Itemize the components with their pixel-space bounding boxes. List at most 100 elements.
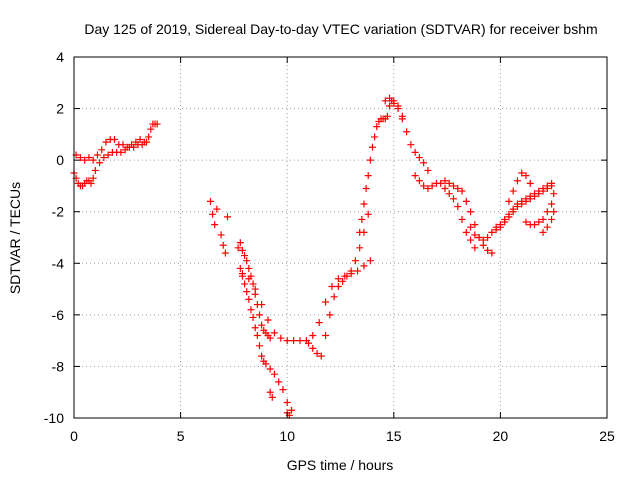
x-axis-label: GPS time / hours: [287, 457, 394, 473]
data-point: [128, 141, 136, 149]
data-point: [488, 249, 496, 257]
data-point: [322, 298, 330, 306]
data-point: [290, 337, 298, 345]
data-point: [253, 331, 261, 339]
data-point: [398, 115, 406, 123]
data-point: [117, 148, 125, 156]
data-point: [249, 313, 257, 321]
data-point: [91, 166, 99, 174]
data-point: [526, 195, 534, 203]
data-point: [505, 197, 513, 205]
data-point: [305, 339, 313, 347]
data-point: [243, 288, 251, 296]
data-point: [315, 319, 323, 327]
data-point: [441, 177, 449, 185]
data-point: [119, 141, 127, 149]
y-tick-label: -10: [44, 410, 64, 426]
data-point: [394, 102, 402, 110]
data-point: [454, 203, 462, 211]
data-point: [531, 221, 539, 229]
data-point: [153, 120, 161, 128]
data-point: [317, 352, 325, 360]
data-point: [458, 215, 466, 223]
data-point: [462, 228, 470, 236]
data-point: [236, 239, 244, 247]
data-point: [251, 324, 259, 332]
data-point: [383, 112, 391, 120]
data-point: [262, 360, 270, 368]
data-point: [209, 210, 217, 218]
data-point: [266, 334, 274, 342]
data-point: [420, 159, 428, 167]
data-point: [221, 249, 229, 257]
data-point: [449, 182, 457, 190]
data-point: [488, 228, 496, 236]
data-point: [343, 272, 351, 280]
y-tick-label: 2: [56, 101, 64, 117]
data-point: [437, 179, 445, 187]
data-point: [217, 231, 225, 239]
data-point: [245, 295, 253, 303]
data-point: [386, 102, 394, 110]
data-point: [543, 223, 551, 231]
data-point: [147, 125, 155, 133]
data-point: [411, 148, 419, 156]
data-point: [330, 293, 338, 301]
data-point: [415, 154, 423, 162]
data-point: [467, 236, 475, 244]
x-axis-tick-labels: 0 5 10 15 20 25: [70, 428, 615, 444]
data-point: [543, 185, 551, 193]
data-point: [123, 143, 131, 151]
data-point: [539, 228, 547, 236]
data-point: [211, 221, 219, 229]
data-point: [479, 236, 487, 244]
data-point: [102, 138, 110, 146]
data-point: [266, 388, 274, 396]
data-point: [247, 306, 255, 314]
data-point: [347, 267, 355, 275]
data-point: [458, 187, 466, 195]
data-point: [145, 133, 153, 141]
data-point: [89, 156, 97, 164]
data-point: [334, 275, 342, 283]
data-point: [535, 190, 543, 198]
data-point: [339, 277, 347, 285]
data-point: [475, 234, 483, 241]
data-point: [471, 231, 479, 239]
data-point: [275, 378, 283, 386]
data-point: [326, 311, 334, 319]
data-point: [526, 179, 534, 187]
chart-title: Day 125 of 2019, Sidereal Day-to-day VTE…: [84, 21, 597, 37]
data-point: [505, 213, 513, 221]
data-point: [98, 146, 106, 154]
data-point: [467, 223, 475, 231]
data-point: [249, 280, 257, 288]
x-tick-label: 20: [493, 428, 509, 444]
data-point: [140, 138, 148, 146]
data-point: [373, 123, 381, 131]
y-axis-tick-labels: -10 -8 -6 -4 -2 0 2 4: [44, 49, 64, 426]
data-point: [362, 185, 370, 193]
data-point: [136, 136, 144, 144]
data-point: [366, 257, 374, 265]
data-point: [386, 94, 394, 102]
data-point: [264, 316, 272, 324]
data-point: [548, 182, 556, 190]
data-point: [245, 264, 253, 272]
data-point: [255, 342, 263, 350]
data-point: [548, 215, 556, 223]
data-point: [258, 352, 266, 360]
data-point: [539, 215, 547, 223]
x-tick-label: 0: [70, 428, 78, 444]
data-point: [104, 151, 112, 159]
data-point: [518, 169, 526, 177]
data-point: [283, 337, 291, 345]
data-point: [462, 197, 470, 205]
data-point: [550, 208, 558, 216]
data-point: [471, 221, 479, 229]
data-point: [522, 218, 530, 226]
data-point: [96, 159, 104, 167]
x-tick-label: 25: [599, 428, 615, 444]
data-point: [449, 195, 457, 203]
data-point: [258, 301, 266, 309]
